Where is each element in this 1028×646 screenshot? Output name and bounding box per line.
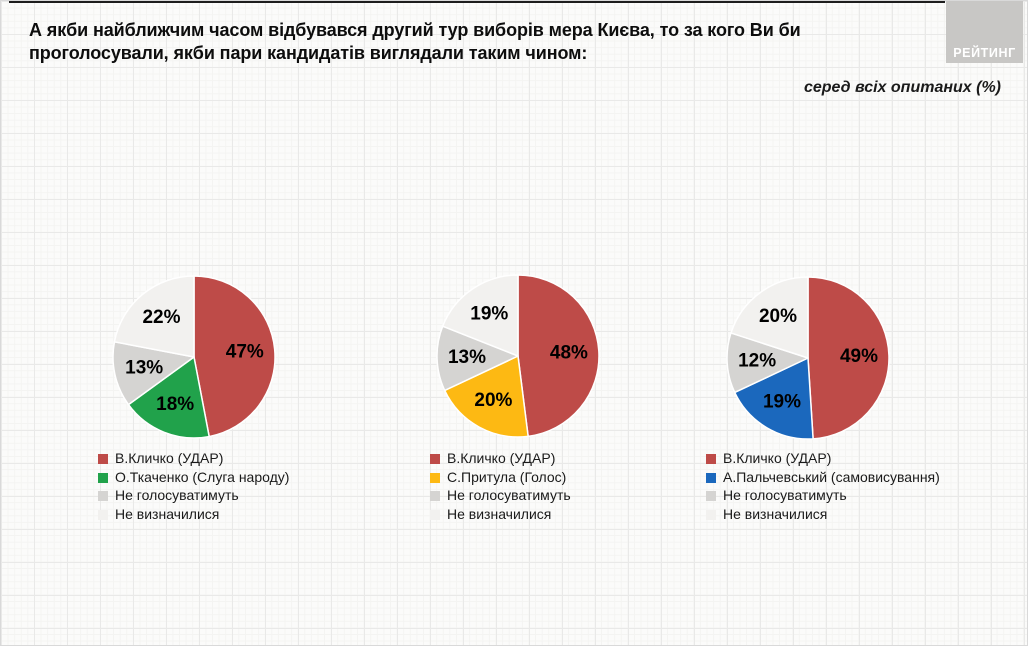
legend-item-label: В.Кличко (УДАР) — [115, 450, 224, 466]
pie-slice-1-3 — [112, 341, 195, 406]
legend-item: Не голосуватимуть — [706, 488, 1006, 503]
legend-2: В.Кличко (УДАР) С.Притула (Голос) Не голос… — [430, 451, 730, 525]
pie-slice-3-2 — [733, 357, 814, 440]
pie-label: 12% — [738, 351, 776, 372]
legend-item-label: Не голосуватимуть — [723, 487, 847, 503]
legend-swatch-icon — [706, 454, 716, 464]
legend-item: Не визначилися — [430, 505, 730, 522]
pie-label: 18% — [156, 394, 194, 415]
legend-item: С.Притула (Голос) — [430, 468, 730, 485]
pie-chart-2: 48% 20% 13% 19% — [436, 274, 600, 438]
pie-label: 48% — [550, 342, 588, 363]
subtitle: серед всіх опитаних (%) — [803, 79, 1001, 96]
top-border-line — [9, 1, 945, 3]
legend-item-label: Не визначилися — [723, 505, 828, 522]
legend-item-label: Не голосуватимуть — [447, 487, 571, 503]
pie-label: 49% — [840, 346, 878, 367]
legend-item: Не визначилися — [706, 505, 1006, 522]
pie-slice-1-2 — [127, 356, 210, 439]
legend-item-label: В.Кличко (УДАР) — [723, 450, 832, 466]
rating-logo: РЕЙТИНГ — [946, 1, 1023, 63]
legend-item: Не визначилися — [98, 505, 398, 522]
pie-slice-2-2 — [443, 355, 529, 438]
pie-slice-3-1 — [807, 276, 890, 440]
pie-label: 13% — [448, 347, 486, 368]
legend-swatch-icon — [430, 509, 440, 520]
page-title: А якби найближчим часом відбувався други… — [29, 20, 801, 63]
pie-label: 20% — [759, 306, 797, 327]
pie-slice-1-1 — [193, 275, 276, 438]
legend-item: В.Кличко (УДАР) — [98, 451, 398, 466]
pie-slice-2-1 — [517, 274, 600, 438]
pie-slice-3-3 — [726, 332, 809, 394]
legend-item: В.Кличко (УДАР) — [430, 451, 730, 466]
legend-1: В.Кличко (УДАР) О.Ткаченко (Слуга народу)… — [98, 451, 398, 525]
pie-slice-2-4 — [441, 274, 519, 357]
pie-label: 13% — [125, 358, 163, 379]
pie-label: 19% — [470, 303, 508, 324]
pie-slice-3-4 — [730, 276, 809, 359]
legend-swatch-icon — [430, 454, 440, 464]
pie-label: 22% — [142, 307, 180, 328]
legend-item-label: Не визначилися — [115, 505, 220, 522]
legend-swatch-icon — [706, 509, 716, 520]
legend-item-label: О.Ткаченко (Слуга народу) — [115, 468, 290, 485]
legend-item-label: Не визначилися — [447, 505, 552, 522]
pie-label: 19% — [763, 391, 801, 412]
legend-swatch-icon — [98, 509, 108, 520]
pie-chart-1: 47% 18% 13% 22% — [112, 275, 276, 439]
legend-3: В.Кличко (УДАР) А.Пальчевський (самовисув… — [706, 451, 1006, 525]
legend-swatch-icon — [98, 454, 108, 464]
pie-chart-3: 49% 19% 12% 20% — [726, 276, 890, 440]
legend-item-label: С.Притула (Голос) — [447, 468, 567, 485]
rating-logo-text: РЕЙТИНГ — [953, 46, 1016, 60]
legend-item-label: Не голосуватимуть — [115, 487, 239, 503]
legend-item: А.Пальчевський (самовисування) — [706, 468, 1006, 485]
legend-swatch-icon — [98, 472, 108, 483]
legend-swatch-icon — [430, 472, 440, 483]
pie-slice-2-3 — [436, 325, 519, 392]
pie-label: 20% — [474, 390, 512, 411]
legend-swatch-icon — [98, 491, 108, 501]
legend-item: Не голосуватимуть — [430, 488, 730, 503]
pie-slice-1-4 — [113, 275, 195, 358]
legend-item-label: В.Кличко (УДАР) — [447, 450, 556, 466]
legend-swatch-icon — [706, 491, 716, 501]
legend-item: В.Кличко (УДАР) — [706, 451, 1006, 466]
legend-item: О.Ткаченко (Слуга народу) — [98, 468, 398, 485]
legend-item-label: А.Пальчевський (самовисування) — [723, 468, 940, 485]
legend-item: Не голосуватимуть — [98, 488, 398, 503]
legend-swatch-icon — [430, 491, 440, 501]
pie-label: 47% — [226, 342, 264, 363]
legend-swatch-icon — [706, 472, 716, 483]
